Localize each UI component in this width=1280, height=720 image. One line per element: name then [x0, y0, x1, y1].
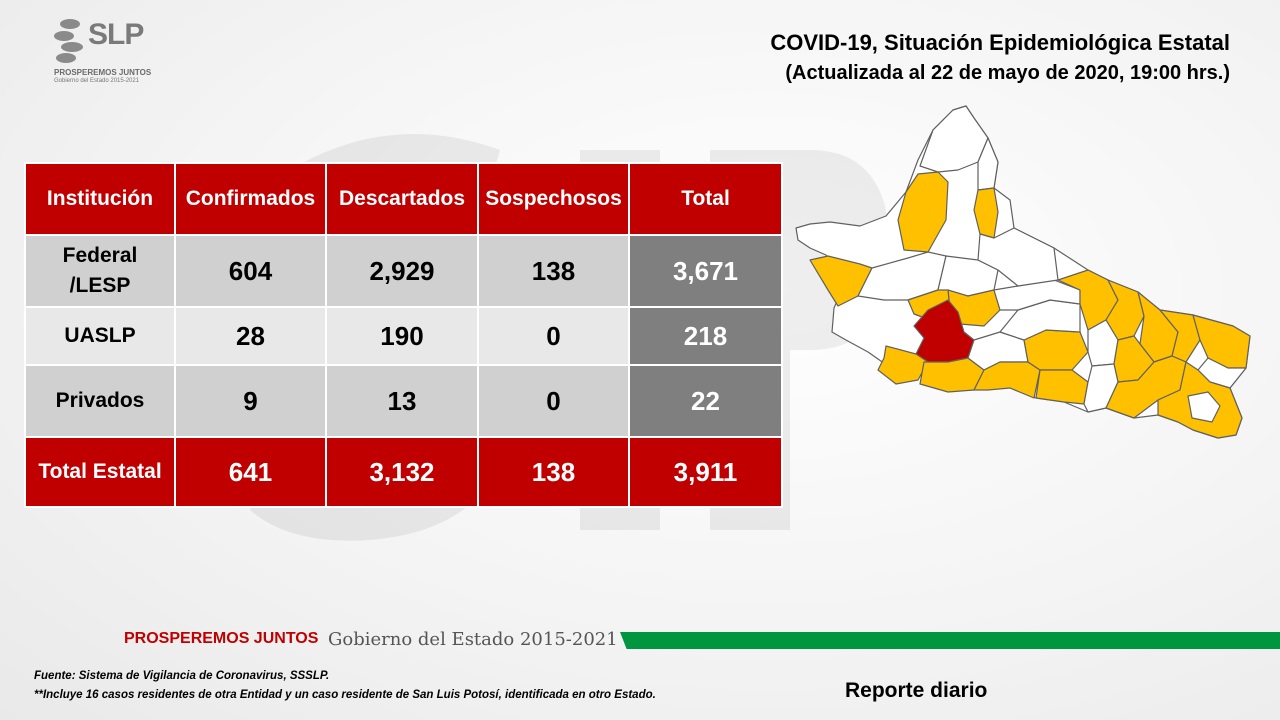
footer-slogan: PROSPEREMOS JUNTOS: [124, 630, 319, 647]
total-sospechosos: 138: [477, 436, 630, 508]
total-confirmados: 641: [174, 436, 327, 508]
table-total-row: Total Estatal 641 3,132 138 3,911: [24, 436, 783, 508]
cell-total: 3,671: [628, 234, 783, 308]
header-total: Total: [628, 162, 783, 236]
cell-descartados: 13: [325, 364, 479, 438]
page-title-block: COVID-19, Situación Epidemiológica Estat…: [770, 28, 1230, 88]
header-institucion: Institución: [24, 162, 176, 236]
state-municipality-map: [795, 105, 1251, 439]
logo-slogan: PROSPEREMOS JUNTOS: [54, 68, 152, 77]
cell-sospechosos: 0: [477, 306, 630, 366]
map-municipality: [977, 227, 1059, 287]
slp-logo-mark-icon: [54, 19, 83, 63]
map-municipality: [877, 345, 929, 385]
logo-government: Gobierno del Estado 2015-2021: [54, 78, 140, 84]
page-subtitle: (Actualizada al 22 de mayo de 2020, 19:0…: [785, 62, 1230, 84]
cases-table: Institución Confirmados Descartados Sosp…: [24, 162, 783, 508]
cell-descartados: 190: [325, 306, 479, 366]
row-institution: Federal /LESP: [24, 234, 176, 308]
total-total: 3,911: [628, 436, 783, 508]
cases-footnote: **Incluye 16 casos residentes de otra En…: [34, 689, 656, 701]
row-institution: Privados: [24, 364, 176, 438]
cell-descartados: 2,929: [325, 234, 479, 308]
report-label: Reporte diario: [845, 679, 988, 702]
total-row-label: Total Estatal: [24, 436, 176, 508]
map-municipality: [973, 361, 1041, 399]
page-title: COVID-19, Situación Epidemiológica Estat…: [770, 30, 1230, 55]
cell-confirmados: 28: [174, 306, 327, 366]
footer-green-bar: [620, 632, 1280, 649]
cell-total: 22: [628, 364, 783, 438]
total-descartados: 3,132: [325, 436, 479, 508]
row-institution: UASLP: [24, 306, 176, 366]
source-note: Fuente: Sistema de Vigilancia de Coronav…: [34, 670, 330, 682]
cell-sospechosos: 138: [477, 234, 630, 308]
table-row: UASLP 28 190 0 218: [24, 306, 783, 366]
map-municipality: [897, 171, 949, 253]
cell-sospechosos: 0: [477, 364, 630, 438]
cell-confirmados: 604: [174, 234, 327, 308]
header-descartados: Descartados: [325, 162, 479, 236]
cell-confirmados: 9: [174, 364, 327, 438]
header-confirmados: Confirmados: [174, 162, 327, 236]
map-municipality: [1187, 391, 1221, 423]
table-header-row: Institución Confirmados Descartados Sosp…: [24, 162, 783, 236]
table-row: Federal /LESP 604 2,929 138 3,671: [24, 234, 783, 308]
header-sospechosos: Sospechosos: [477, 162, 630, 236]
table-row: Privados 9 13 0 22: [24, 364, 783, 438]
map-municipality: [977, 137, 999, 191]
logo-brand-text: SLP: [88, 18, 144, 51]
slp-logo: SLP PROSPEREMOS JUNTOS Gobierno del Esta…: [52, 16, 172, 84]
cell-total: 218: [628, 306, 783, 366]
footer-government: Gobierno del Estado 2015-2021: [328, 629, 618, 650]
row-institution-label: Federal /LESP: [62, 244, 138, 297]
